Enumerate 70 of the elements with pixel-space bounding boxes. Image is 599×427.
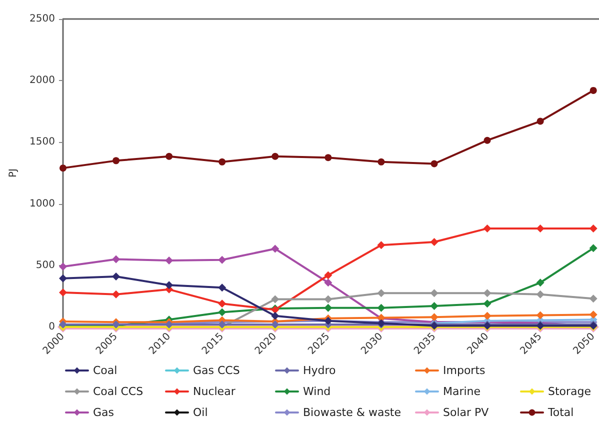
- point: [483, 224, 492, 232]
- point: [112, 272, 120, 280]
- point: [483, 300, 492, 308]
- point: [536, 311, 544, 320]
- y-tick-label: 1500: [30, 136, 55, 148]
- point: [324, 271, 332, 280]
- point: [60, 164, 66, 172]
- y-tick-label: 2000: [30, 75, 55, 86]
- point: [218, 256, 226, 264]
- point: [430, 160, 438, 168]
- point: [324, 278, 332, 287]
- legend-label: Coal: [93, 364, 118, 377]
- point: [271, 244, 280, 253]
- y-tick-label: 2500: [30, 14, 55, 24]
- legend-label: Nuclear: [193, 385, 236, 398]
- y-axis-title: PJ: [8, 168, 20, 178]
- point: [59, 288, 67, 297]
- point: [218, 158, 226, 166]
- legend-label: Marine: [443, 385, 481, 398]
- point: [271, 295, 280, 304]
- point: [166, 152, 173, 160]
- point: [271, 312, 280, 320]
- point: [590, 86, 597, 94]
- point: [377, 304, 386, 312]
- point: [430, 238, 438, 246]
- point: [272, 152, 279, 160]
- legend-label: Storage: [548, 385, 592, 398]
- point: [59, 262, 67, 271]
- point: [377, 289, 386, 298]
- point: [536, 278, 544, 287]
- legend-label: Total: [547, 406, 574, 419]
- point: [430, 289, 438, 298]
- y-tick-label: 500: [36, 260, 55, 271]
- point: [218, 284, 226, 292]
- legend-label: Coal CCS: [93, 385, 144, 398]
- point: [589, 294, 598, 303]
- point: [324, 154, 332, 162]
- legend-label: Solar PV: [443, 406, 490, 419]
- point: [536, 118, 544, 125]
- point: [483, 312, 492, 320]
- point: [589, 224, 598, 232]
- point: [218, 308, 226, 316]
- point: [377, 241, 386, 250]
- point: [112, 157, 120, 164]
- point: [324, 304, 332, 312]
- point: [483, 289, 492, 298]
- legend-label: Imports: [443, 364, 486, 377]
- legend-label: Gas CCS: [193, 364, 240, 377]
- point: [536, 224, 544, 232]
- legend-label: Oil: [193, 406, 208, 419]
- point: [165, 281, 174, 290]
- legend-label: Gas: [93, 406, 114, 419]
- y-tick-label: 0: [48, 322, 55, 332]
- point: [430, 302, 438, 310]
- point: [589, 310, 598, 319]
- point: [484, 136, 491, 144]
- legend-label: Biowaste & waste: [303, 406, 402, 419]
- point: [59, 274, 67, 282]
- point: [589, 244, 598, 252]
- point: [378, 158, 385, 166]
- point: [112, 290, 120, 298]
- point: [112, 255, 120, 264]
- point: [536, 290, 544, 298]
- legend-label: Wind: [303, 385, 331, 398]
- legend-label: Hydro: [303, 364, 336, 377]
- point: [430, 313, 438, 322]
- point: [324, 295, 332, 304]
- point: [165, 256, 174, 264]
- point: [218, 300, 226, 308]
- y-tick-label: 1000: [30, 198, 55, 210]
